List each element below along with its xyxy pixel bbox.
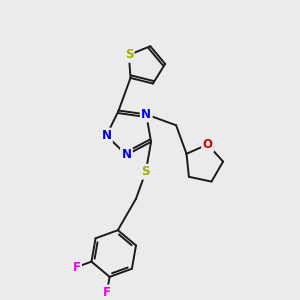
- Text: N: N: [101, 129, 111, 142]
- Text: O: O: [202, 138, 213, 151]
- Text: F: F: [73, 261, 80, 274]
- Text: S: S: [124, 48, 133, 62]
- Text: F: F: [103, 286, 111, 299]
- Text: N: N: [141, 108, 151, 121]
- Text: S: S: [142, 165, 150, 178]
- Text: N: N: [122, 148, 131, 161]
